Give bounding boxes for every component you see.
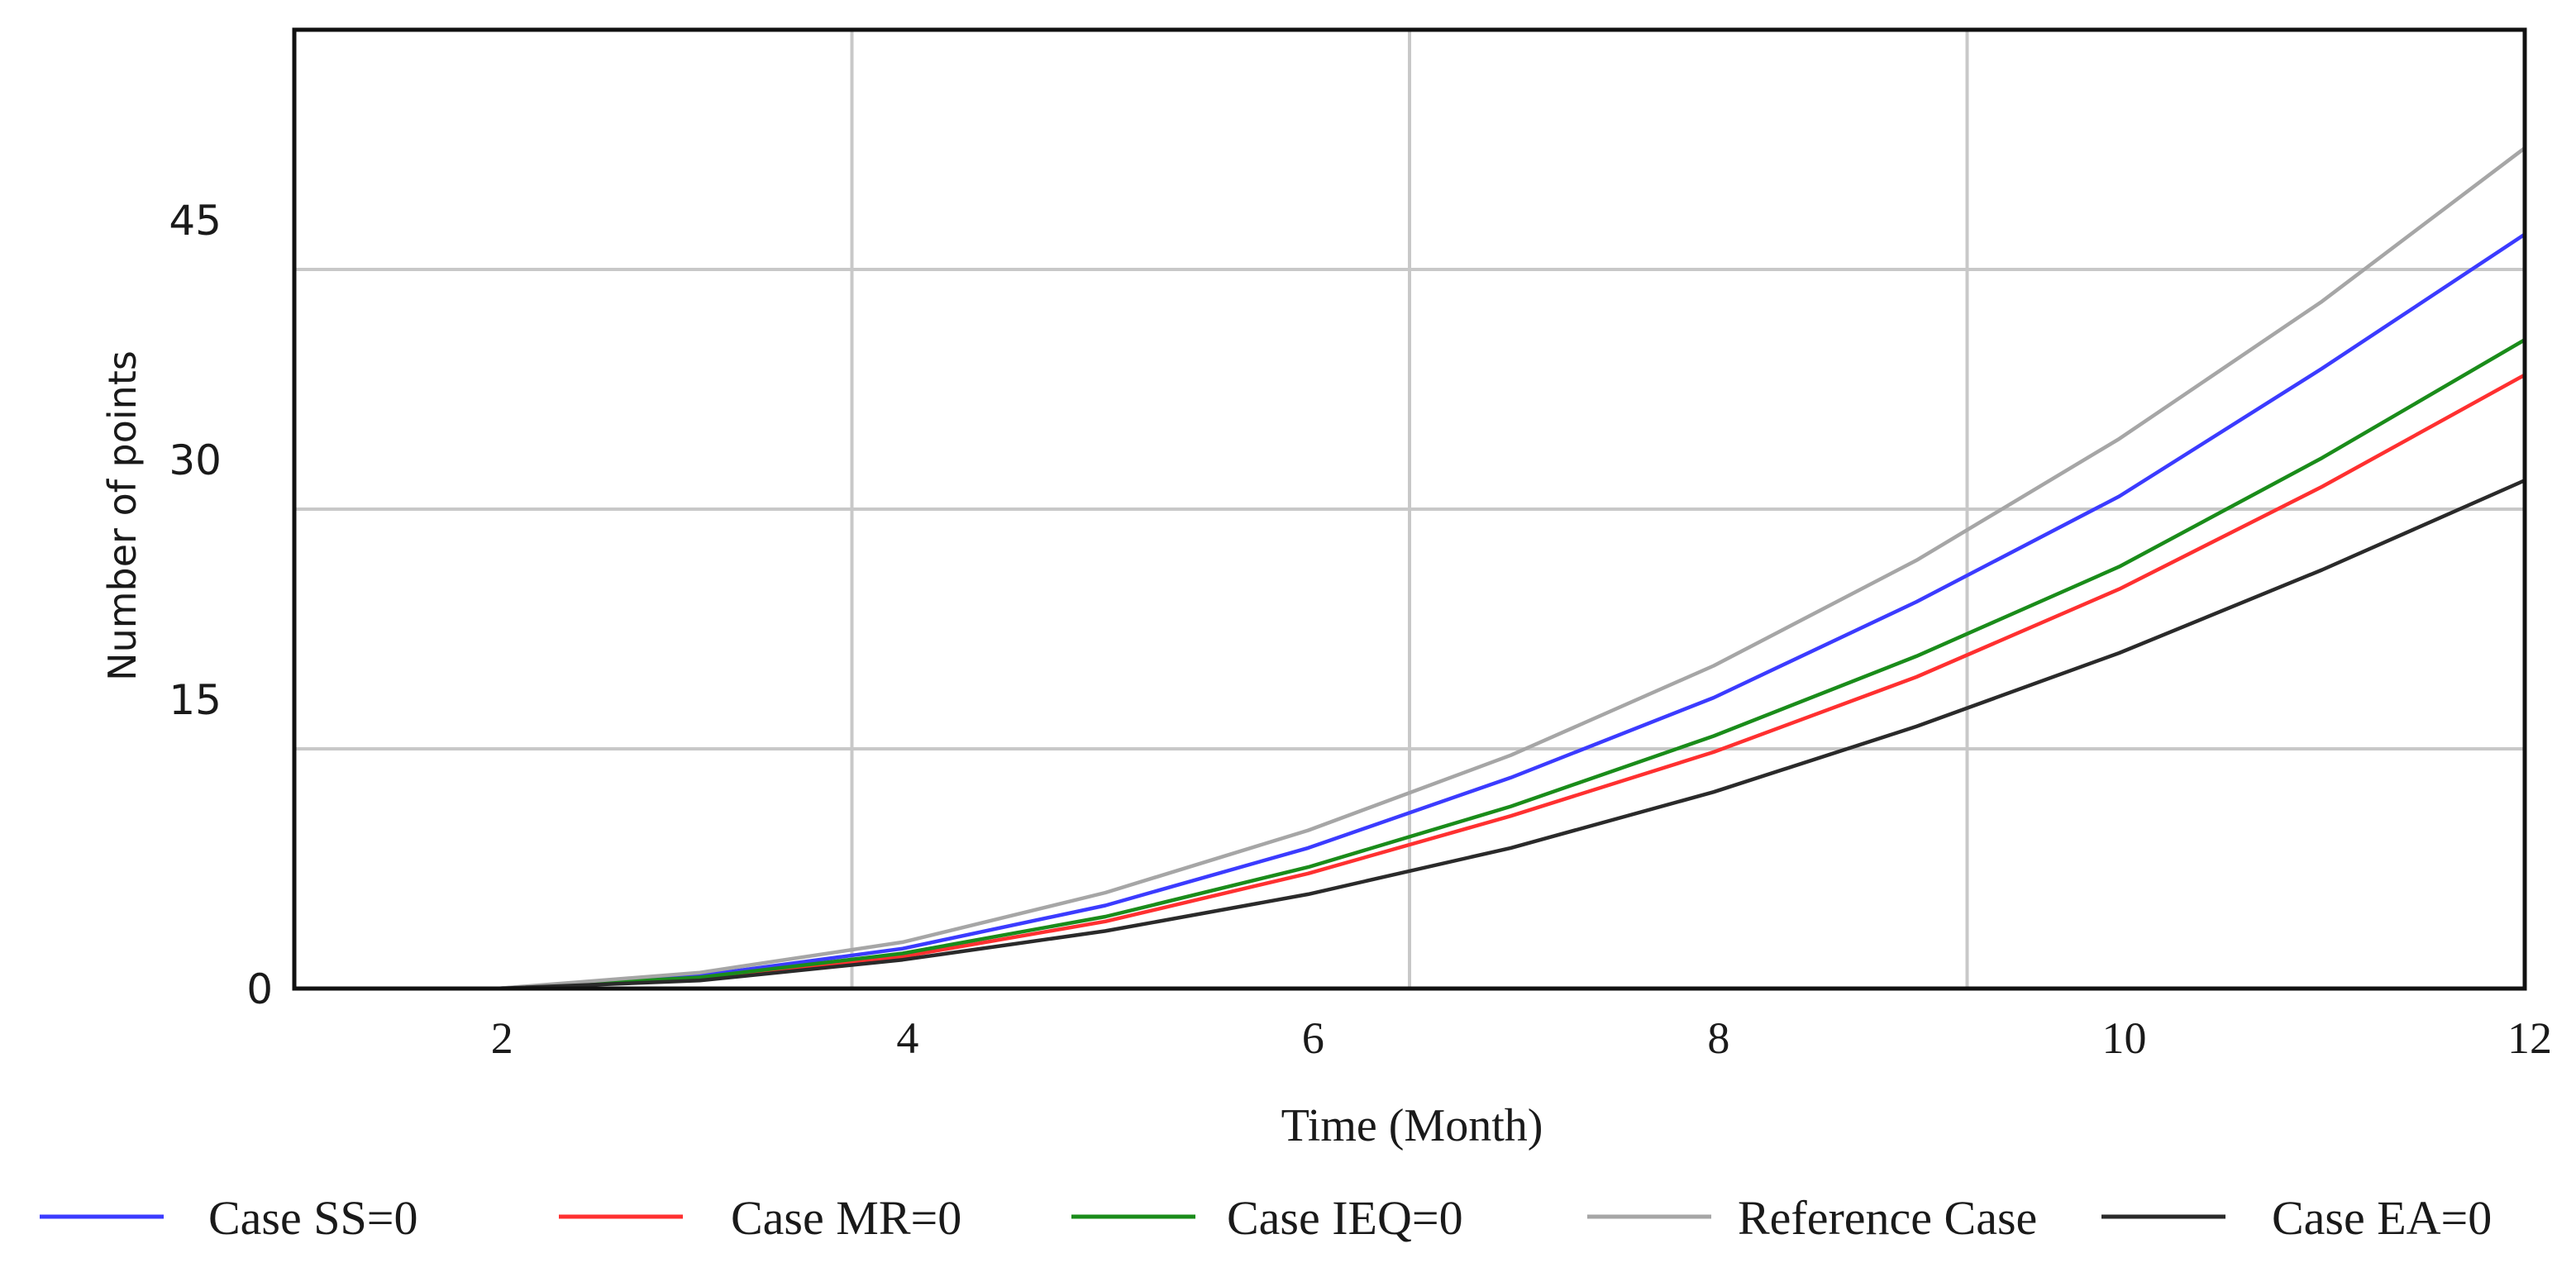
x-tick-label: 2 [491, 1013, 513, 1063]
legend-item-0: Case SS=0 [40, 1191, 417, 1245]
series-line-3 [294, 146, 2526, 991]
grid-layer [294, 30, 2525, 989]
legend-label: Case EA=0 [2272, 1191, 2492, 1245]
y-axis-title: Number of points [100, 350, 145, 681]
legend-label: Reference Case [1738, 1191, 2037, 1245]
x-tick-label: 4 [896, 1013, 918, 1063]
legend-item-4: Case EA=0 [2101, 1191, 2492, 1245]
plot-frame [292, 27, 2527, 991]
x-tick-label: 12 [2507, 1013, 2552, 1063]
legend-label: Case SS=0 [208, 1191, 417, 1245]
x-tick-label: 8 [1707, 1013, 1729, 1063]
y-tick-label: 15 [169, 676, 222, 724]
legend: Case SS=0 Case MR=0 Case IEQ=0 Reference Ca… [40, 1191, 2492, 1245]
x-axis-title: Time (Month) [1281, 1100, 1543, 1151]
y-tick-label: 60 [169, 0, 222, 5]
y-tick-label: 45 [169, 197, 222, 245]
legend-item-3: Reference Case [1587, 1191, 2037, 1245]
series-layer [294, 146, 2526, 991]
legend-label: Case IEQ=0 [1227, 1191, 1463, 1245]
y-tick-labels: 0 15 30 45 60 [169, 0, 273, 1013]
x-tick-label: 6 [1302, 1013, 1324, 1063]
y-tick-label: 30 [169, 436, 222, 484]
legend-item-2: Case IEQ=0 [1071, 1191, 1463, 1245]
legend-item-1: Case MR=0 [559, 1191, 961, 1245]
legend-label: Case MR=0 [731, 1191, 961, 1245]
x-tick-label: 10 [2101, 1013, 2146, 1063]
series-line-2 [294, 338, 2526, 991]
x-tick-labels: 2 4 6 8 10 12 [491, 1013, 2552, 1063]
series-line-4 [294, 479, 2526, 991]
y-tick-label: 0 [246, 965, 273, 1013]
